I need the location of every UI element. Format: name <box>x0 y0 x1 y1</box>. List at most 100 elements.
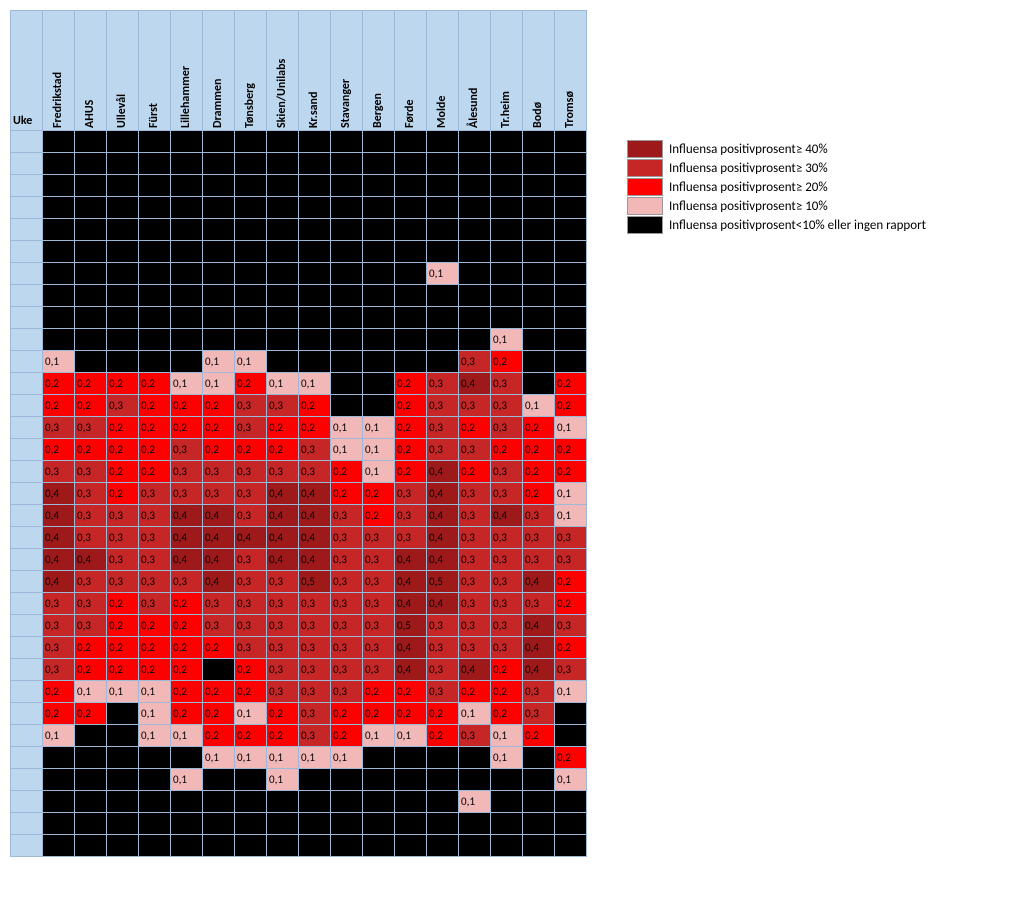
cell <box>107 351 139 373</box>
cell: 0,1 <box>299 373 331 395</box>
cell: 0,2 <box>203 681 235 703</box>
cell: 0,3 <box>139 549 171 571</box>
cell <box>491 769 523 791</box>
cell: 0,4 <box>395 637 427 659</box>
cell <box>299 351 331 373</box>
cell: 0,3 <box>235 505 267 527</box>
cell <box>363 307 395 329</box>
cell <box>395 329 427 351</box>
cell: 0,4 <box>267 505 299 527</box>
cell <box>235 307 267 329</box>
cell <box>171 835 203 857</box>
cell: 0,4 <box>523 659 555 681</box>
col-header: Tønsberg <box>235 11 267 131</box>
cell <box>299 307 331 329</box>
cell <box>203 329 235 351</box>
cell: 0,3 <box>107 395 139 417</box>
row-label <box>11 307 43 329</box>
cell: 0,3 <box>107 505 139 527</box>
cell: 0,2 <box>523 417 555 439</box>
col-header: Kr.sand <box>299 11 331 131</box>
cell <box>523 835 555 857</box>
cell: 0,3 <box>491 637 523 659</box>
cell <box>427 769 459 791</box>
cell <box>299 769 331 791</box>
cell: 0,3 <box>555 615 587 637</box>
cell <box>363 395 395 417</box>
cell: 0,3 <box>491 527 523 549</box>
cell <box>139 197 171 219</box>
cell <box>203 285 235 307</box>
cell <box>555 725 587 747</box>
cell: 0,2 <box>107 593 139 615</box>
legend-label: Influensa positivprosent≥ 40% <box>669 142 828 157</box>
cell <box>331 329 363 351</box>
cell: 0,3 <box>267 593 299 615</box>
cell <box>555 219 587 241</box>
cell <box>491 263 523 285</box>
cell: 0,3 <box>331 505 363 527</box>
cell: 0,4 <box>267 483 299 505</box>
legend-label: Influensa positivprosent≥ 10% <box>669 199 828 214</box>
cell: 0,3 <box>363 571 395 593</box>
cell: 0,4 <box>267 527 299 549</box>
cell: 0,3 <box>427 373 459 395</box>
cell: 0,3 <box>171 483 203 505</box>
cell <box>75 153 107 175</box>
cell: 0,3 <box>459 637 491 659</box>
cell: 0,2 <box>459 461 491 483</box>
cell: 0,1 <box>459 703 491 725</box>
cell <box>107 703 139 725</box>
cell: 0,4 <box>427 593 459 615</box>
cell <box>555 307 587 329</box>
cell <box>267 791 299 813</box>
cell: 0,4 <box>43 527 75 549</box>
cell: 0,1 <box>235 351 267 373</box>
cell: 0,3 <box>43 659 75 681</box>
col-header: Ålesund <box>459 11 491 131</box>
cell <box>267 285 299 307</box>
cell: 0,3 <box>299 615 331 637</box>
cell: 0,2 <box>171 659 203 681</box>
cell <box>43 175 75 197</box>
cell: 0,3 <box>235 637 267 659</box>
cell: 0,2 <box>331 725 363 747</box>
table-row: 0,20,20,30,20,20,20,30,30,20,20,30,30,30… <box>11 395 587 417</box>
table-row: 0,10,10,10,20,20,20,30,20,10,10,20,30,10… <box>11 725 587 747</box>
cell <box>203 263 235 285</box>
cell <box>139 351 171 373</box>
cell: 0,2 <box>139 417 171 439</box>
table-row <box>11 219 587 241</box>
cell: 0,2 <box>203 637 235 659</box>
cell: 0,3 <box>491 483 523 505</box>
cell <box>395 351 427 373</box>
cell: 0,3 <box>203 593 235 615</box>
cell: 0,4 <box>75 549 107 571</box>
cell <box>267 329 299 351</box>
cell: 0,2 <box>43 681 75 703</box>
cell <box>523 241 555 263</box>
cell <box>331 813 363 835</box>
cell <box>395 263 427 285</box>
cell: 0,3 <box>363 549 395 571</box>
cell <box>267 351 299 373</box>
cell: 0,1 <box>555 417 587 439</box>
cell <box>459 263 491 285</box>
cell: 0,2 <box>427 703 459 725</box>
cell: 0,2 <box>491 659 523 681</box>
cell: 0,2 <box>43 373 75 395</box>
cell: 0,2 <box>395 461 427 483</box>
cell <box>43 219 75 241</box>
cell: 0,3 <box>139 593 171 615</box>
cell: 0,2 <box>171 615 203 637</box>
cell <box>139 813 171 835</box>
cell: 0,3 <box>555 659 587 681</box>
cell: 0,3 <box>331 549 363 571</box>
cell: 0,4 <box>459 659 491 681</box>
cell: 0,3 <box>491 373 523 395</box>
cell <box>171 351 203 373</box>
cell: 0,3 <box>427 395 459 417</box>
cell <box>299 241 331 263</box>
cell: 0,4 <box>43 505 75 527</box>
cell <box>171 307 203 329</box>
